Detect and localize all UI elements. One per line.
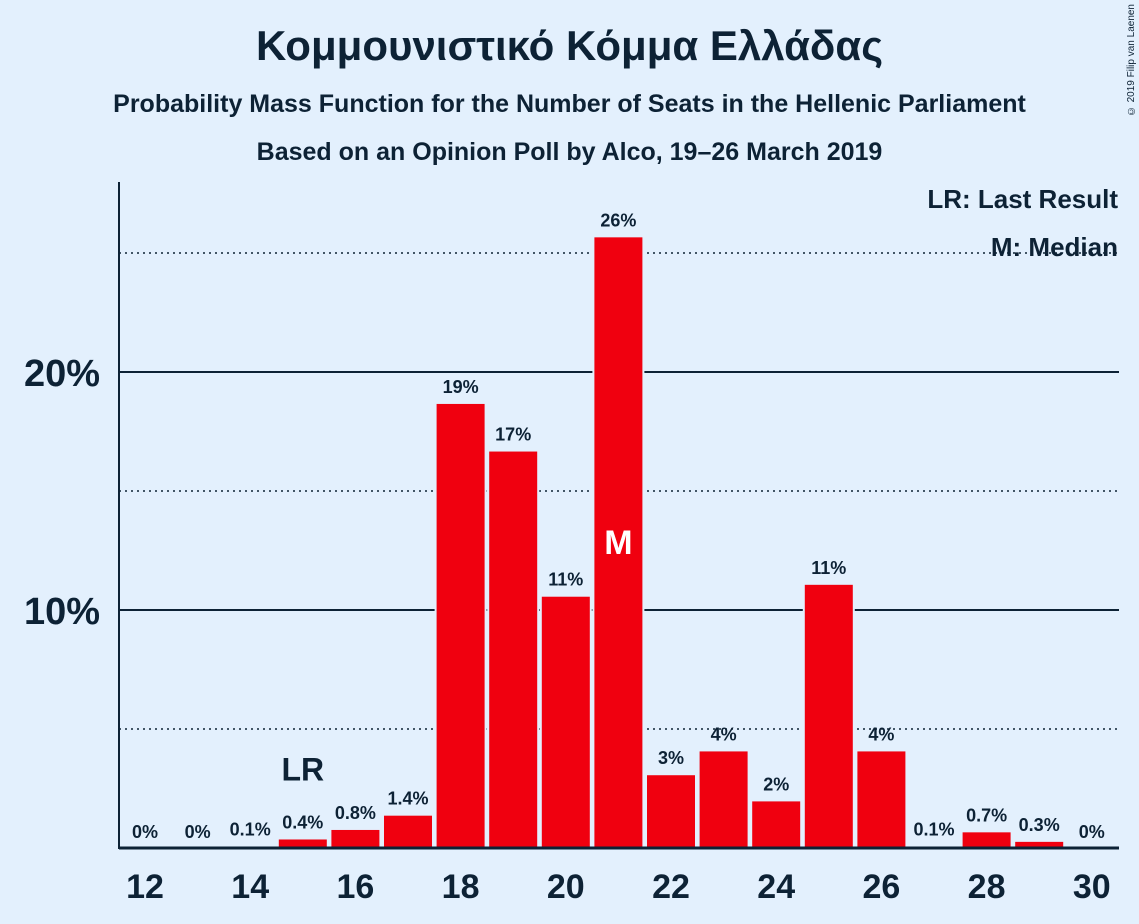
data-label-seat-17: 1.4%	[387, 789, 428, 809]
x-tick-label-22: 22	[652, 868, 690, 906]
data-label-seat-15: 0.4%	[282, 812, 323, 832]
data-label-seat-22: 3%	[658, 748, 684, 768]
x-tick-label-20: 20	[547, 868, 585, 906]
x-tick-label-16: 16	[336, 868, 374, 906]
x-tick-label-12: 12	[126, 868, 164, 906]
data-label-seat-16: 0.8%	[335, 803, 376, 823]
bar-seat-26	[855, 749, 908, 849]
median-marker: M	[604, 524, 632, 562]
data-label-seat-14: 0.1%	[230, 820, 271, 840]
last-result-marker: LR	[281, 751, 324, 787]
bar-seat-22	[645, 773, 697, 849]
x-tick-label-18: 18	[442, 868, 480, 906]
chart-title: Κομμουνιστικό Κόμμα Ελλάδας	[255, 22, 884, 69]
data-label-seat-21: 26%	[600, 210, 636, 230]
data-label-seat-19: 17%	[495, 425, 531, 445]
data-label-seat-24: 2%	[763, 774, 789, 794]
data-label-seat-28: 0.7%	[966, 805, 1007, 825]
legend-last-result: LR: Last Result	[927, 184, 1118, 214]
x-tick-label-28: 28	[968, 868, 1006, 906]
x-tick-label-14: 14	[231, 868, 269, 906]
data-label-seat-13: 0%	[185, 822, 211, 842]
bar-seat-18	[434, 401, 487, 849]
bar-seat-24	[750, 799, 803, 850]
data-label-seat-20: 11%	[548, 570, 583, 590]
data-label-seat-18: 19%	[443, 377, 479, 397]
bar-seat-17	[382, 813, 434, 849]
y-tick-label-10: 10%	[24, 591, 100, 633]
chart-subtitle-poll: Based on an Opinion Poll by Alco, 19–26 …	[256, 138, 883, 166]
bar-seat-25	[802, 582, 855, 849]
bar-seat-23	[697, 749, 750, 849]
bar-seat-19	[487, 449, 540, 849]
bar-seat-21	[592, 235, 645, 849]
bar-seat-28	[960, 830, 1013, 850]
data-label-seat-25: 11%	[811, 558, 846, 578]
bar-seat-16	[329, 827, 382, 850]
x-tick-label-30: 30	[1073, 868, 1111, 906]
legend-median: M: Median	[990, 232, 1118, 262]
data-label-seat-12: 0%	[132, 822, 158, 842]
data-label-seat-27: 0.1%	[913, 820, 954, 840]
data-label-seat-30: 0%	[1079, 822, 1105, 842]
data-label-seat-29: 0.3%	[1019, 815, 1060, 835]
data-label-seat-23: 4%	[711, 724, 737, 744]
chart-subtitle: Probability Mass Function for the Number…	[113, 90, 1026, 118]
bar-seat-20	[539, 594, 592, 849]
y-tick-label-20: 20%	[24, 353, 100, 395]
x-tick-label-24: 24	[757, 868, 795, 906]
x-tick-label-26: 26	[862, 868, 900, 906]
data-label-seat-26: 4%	[868, 724, 894, 744]
